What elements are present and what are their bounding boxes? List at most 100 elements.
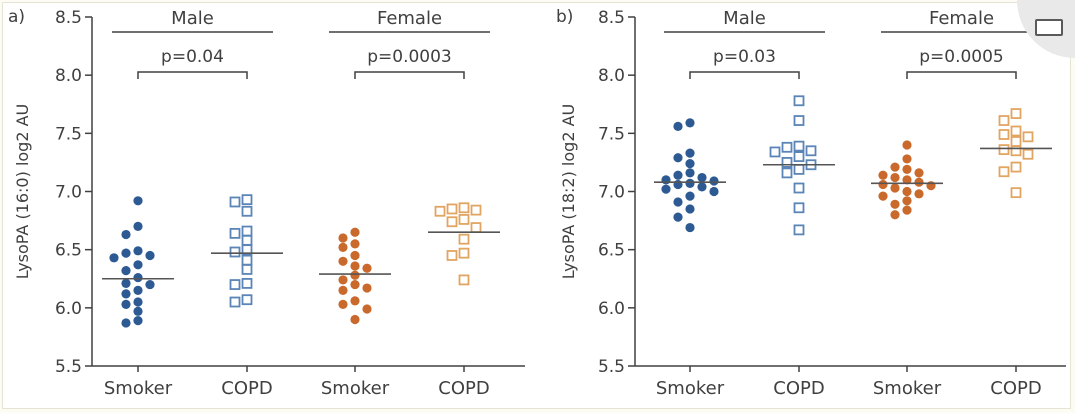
group-label: Male bbox=[723, 8, 766, 29]
series-male-copd bbox=[211, 194, 283, 308]
p-value-label: p=0.04 bbox=[161, 47, 224, 67]
data-point bbox=[241, 234, 253, 246]
significance-bracket bbox=[689, 71, 800, 79]
y-tick-label: 6.0 bbox=[55, 299, 82, 319]
data-point bbox=[709, 176, 719, 186]
data-point bbox=[338, 256, 348, 266]
data-point bbox=[926, 181, 936, 191]
data-point bbox=[145, 250, 155, 261]
data-point bbox=[1010, 136, 1022, 147]
y-tick-label: 7.5 bbox=[55, 124, 82, 144]
data-point bbox=[998, 166, 1010, 178]
significance-bracket bbox=[906, 71, 1017, 79]
x-tick-label: Smoker bbox=[104, 378, 173, 399]
data-point bbox=[133, 246, 143, 256]
data-point bbox=[133, 316, 143, 326]
data-point bbox=[338, 233, 348, 243]
data-point bbox=[1022, 131, 1034, 143]
data-point bbox=[121, 248, 131, 258]
x-tick-label: COPD bbox=[221, 378, 272, 399]
data-point bbox=[470, 204, 482, 216]
data-point bbox=[878, 179, 888, 190]
data-point bbox=[890, 210, 900, 220]
y-tick-label: 8.5 bbox=[55, 8, 82, 28]
y-tick-label: 6.5 bbox=[55, 241, 82, 261]
chart-panel-a: a) 5.5 6.0 6.5 7.0 7.5 8.0 8.5 LysoPA (16:0) log… bbox=[8, 7, 525, 399]
x-tick-label: COPD bbox=[773, 378, 824, 399]
data-point bbox=[890, 162, 900, 172]
p-value-label: p=0.03 bbox=[713, 47, 776, 67]
data-point bbox=[434, 205, 446, 217]
data-point bbox=[133, 196, 143, 206]
data-point bbox=[229, 227, 241, 239]
data-point bbox=[121, 229, 131, 240]
p-value-label: p=0.0005 bbox=[919, 47, 1004, 67]
data-point bbox=[446, 216, 458, 228]
series-female-smoker bbox=[871, 140, 943, 220]
y-tick-label: 5.5 bbox=[55, 357, 82, 377]
y-tick-label: 7.0 bbox=[598, 183, 625, 203]
data-point bbox=[133, 221, 143, 231]
data-point bbox=[145, 279, 155, 290]
significance-bracket bbox=[137, 71, 248, 79]
y-tick-label: 8.0 bbox=[598, 66, 625, 86]
data-point bbox=[902, 140, 912, 150]
data-point bbox=[121, 266, 131, 276]
data-point bbox=[793, 140, 805, 152]
series-female-smoker bbox=[319, 227, 391, 325]
series-male-copd bbox=[763, 95, 835, 236]
data-point bbox=[121, 299, 131, 309]
data-point bbox=[914, 168, 924, 178]
p-value-label: p=0.0003 bbox=[367, 47, 452, 67]
data-point bbox=[338, 299, 348, 309]
data-point bbox=[661, 184, 671, 194]
data-point bbox=[805, 145, 817, 157]
data-point bbox=[458, 233, 470, 245]
y-tick-label: 7.5 bbox=[598, 124, 625, 144]
x-tick-label: COPD bbox=[438, 378, 489, 399]
data-point bbox=[890, 172, 900, 183]
data-point bbox=[878, 170, 888, 180]
data-point bbox=[998, 129, 1010, 140]
data-point bbox=[338, 285, 348, 295]
x-tick-label: Smoker bbox=[321, 378, 390, 399]
data-point bbox=[793, 151, 805, 163]
data-point bbox=[362, 304, 372, 314]
x-tick-label: COPD bbox=[990, 378, 1041, 399]
data-point bbox=[338, 242, 348, 252]
group-label: Female bbox=[929, 8, 994, 29]
data-point bbox=[350, 250, 360, 261]
series-female-copd bbox=[980, 108, 1052, 199]
data-point bbox=[350, 239, 360, 249]
data-point bbox=[121, 318, 131, 328]
data-point bbox=[350, 296, 360, 306]
data-point bbox=[241, 194, 253, 206]
data-point bbox=[121, 289, 131, 299]
data-point bbox=[673, 212, 683, 222]
data-point bbox=[793, 163, 805, 175]
data-point bbox=[781, 167, 793, 179]
data-point bbox=[458, 274, 470, 286]
data-point bbox=[241, 294, 253, 306]
series-male-smoker bbox=[654, 118, 726, 233]
window-toggle-icon bbox=[1035, 19, 1063, 36]
data-point bbox=[133, 272, 143, 283]
data-point bbox=[902, 205, 912, 215]
data-point bbox=[902, 164, 912, 174]
y-tick-label: 6.5 bbox=[598, 241, 625, 261]
data-point bbox=[890, 199, 900, 209]
data-point bbox=[878, 191, 888, 201]
data-point bbox=[362, 283, 372, 293]
data-point bbox=[685, 168, 695, 178]
panel-label: b) bbox=[556, 7, 573, 27]
data-point bbox=[673, 153, 683, 163]
data-point bbox=[458, 202, 470, 214]
data-point bbox=[673, 179, 683, 190]
data-point bbox=[133, 285, 143, 295]
data-point bbox=[673, 197, 683, 207]
series-female-copd bbox=[428, 202, 500, 286]
data-point bbox=[685, 148, 695, 158]
data-point bbox=[229, 296, 241, 308]
data-point bbox=[902, 186, 912, 197]
